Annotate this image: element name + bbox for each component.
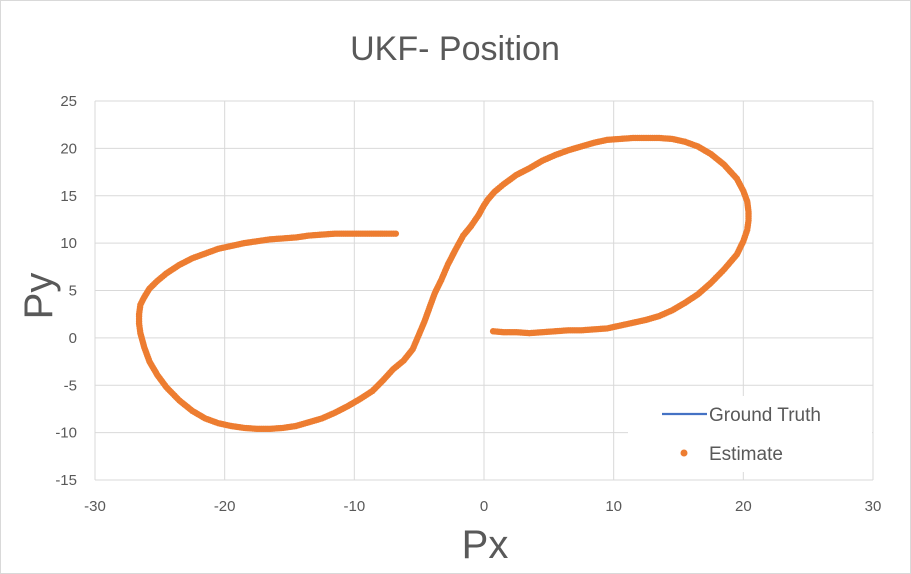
x-axis-title: Px [462, 523, 509, 567]
x-tick-label: 10 [605, 498, 622, 515]
y-tick-label: 15 [60, 188, 77, 205]
y-tick-label: -15 [55, 472, 77, 489]
y-tick-label: 5 [69, 283, 77, 300]
x-tick-label: 30 [865, 498, 882, 515]
x-tick-label: 20 [735, 498, 752, 515]
y-tick-label: 0 [69, 330, 77, 347]
y-tick-label: -10 [55, 425, 77, 442]
legend: Ground Truth Estimate [628, 396, 872, 472]
y-tick-label: -5 [64, 377, 77, 394]
chart-title: UKF- Position [350, 30, 560, 68]
y-axis-title: Py [17, 273, 61, 320]
x-tick-label: -10 [343, 498, 365, 515]
x-tick-label: -20 [214, 498, 236, 515]
y-axis-ticks: -15 -10 -5 0 5 10 15 20 25 [55, 93, 77, 489]
legend-background [628, 396, 872, 472]
y-tick-label: 20 [60, 140, 77, 157]
y-tick-label: 10 [60, 235, 77, 252]
y-tick-label: 25 [60, 93, 77, 110]
legend-estimate-marker [680, 449, 688, 457]
x-tick-label: -30 [84, 498, 106, 515]
estimate-point [392, 230, 400, 237]
x-axis-ticks: -30 -20 -10 0 10 20 30 [84, 498, 881, 515]
legend-estimate-label: Estimate [709, 444, 783, 465]
legend-ground-truth-label: Ground Truth [709, 405, 821, 426]
x-tick-label: 0 [480, 498, 488, 515]
estimate-series [135, 134, 752, 433]
